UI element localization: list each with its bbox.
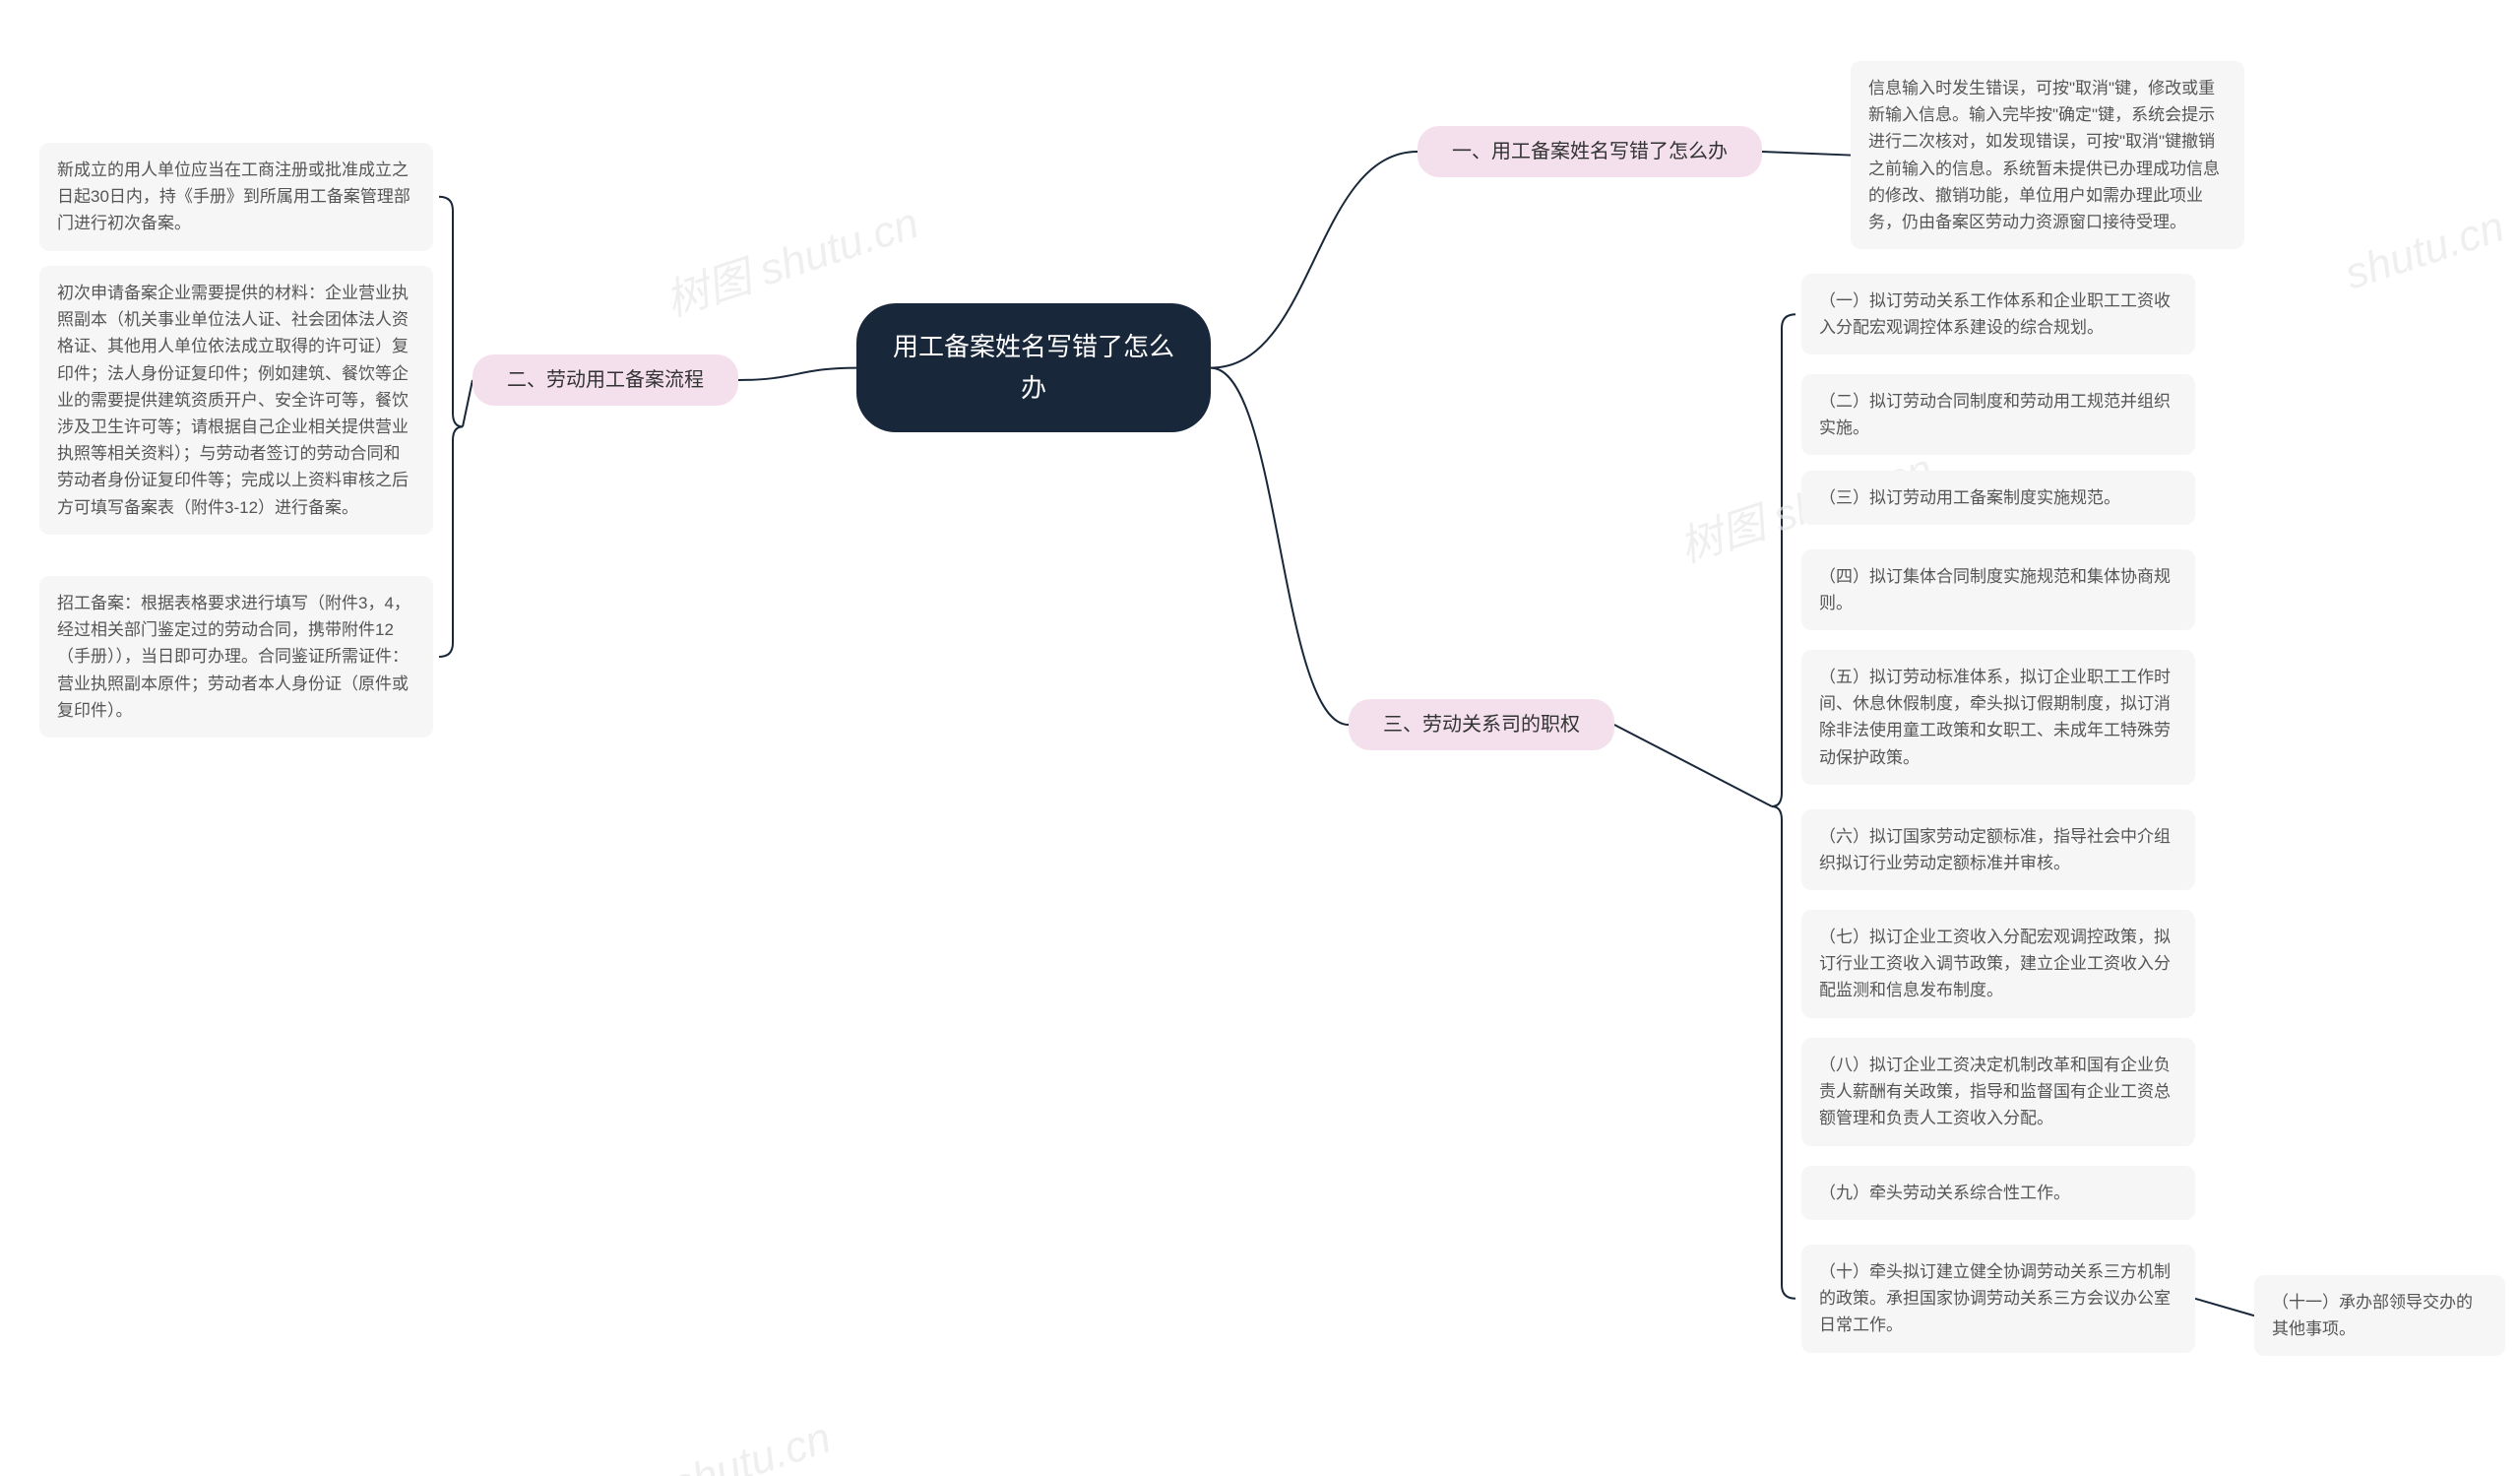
leaf-node-b3-1[interactable]: （二）拟订劳动合同制度和劳动用工规范并组织实施。	[1801, 374, 2195, 455]
leaf-node-b3-0[interactable]: （一）拟订劳动关系工作体系和企业职工工资收入分配宏观调控体系建设的综合规划。	[1801, 274, 2195, 354]
watermark: shutu.cn	[665, 1414, 837, 1476]
branch-node-2[interactable]: 二、劳动用工备案流程	[472, 354, 738, 406]
root-node[interactable]: 用工备案姓名写错了怎么办	[856, 303, 1211, 432]
branch-node-3[interactable]: 三、劳动关系司的职权	[1349, 699, 1614, 750]
leaf-node-b3-9[interactable]: （十）牵头拟订建立健全协调劳动关系三方机制的政策。承担国家协调劳动关系三方会议办…	[1801, 1245, 2195, 1353]
watermark: shutu.cn	[2339, 203, 2510, 300]
leaf-node-b3-6[interactable]: （七）拟订企业工资收入分配宏观调控政策，拟订行业工资收入调节政策，建立企业工资收…	[1801, 910, 2195, 1018]
leaf-node-b3-2[interactable]: （三）拟订劳动用工备案制度实施规范。	[1801, 471, 2195, 525]
leaf-node-b2-2[interactable]: 招工备案：根据表格要求进行填写（附件3，4，经过相关部门鉴定过的劳动合同，携带附…	[39, 576, 433, 738]
leaf-node-b3-5[interactable]: （六）拟订国家劳动定额标准，指导社会中介组织拟订行业劳动定额标准并审核。	[1801, 809, 2195, 890]
leaf-node-b3-4[interactable]: （五）拟订劳动标准体系，拟订企业职工工作时间、休息休假制度，牵头拟订假期制度，拟…	[1801, 650, 2195, 785]
leaf-node-b3-7[interactable]: （八）拟订企业工资决定机制改革和国有企业负责人薪酬有关政策，指导和监督国有企业工…	[1801, 1038, 2195, 1146]
leaf-node-b2-0[interactable]: 新成立的用人单位应当在工商注册或批准成立之日起30日内，持《手册》到所属用工备案…	[39, 143, 433, 251]
branch-node-1[interactable]: 一、用工备案姓名写错了怎么办	[1418, 126, 1762, 177]
leaf-node-b2-1[interactable]: 初次申请备案企业需要提供的材料：企业营业执照副本（机关事业单位法人证、社会团体法…	[39, 266, 433, 535]
leaf-node-b3-8[interactable]: （九）牵头劳动关系综合性工作。	[1801, 1166, 2195, 1220]
leaf-node-b3-3[interactable]: （四）拟订集体合同制度实施规范和集体协商规则。	[1801, 549, 2195, 630]
leaf-node-b3-extra[interactable]: （十一）承办部领导交办的其他事项。	[2254, 1275, 2505, 1356]
leaf-node-b1[interactable]: 信息输入时发生错误，可按"取消"键，修改或重新输入信息。输入完毕按"确定"键，系…	[1851, 61, 2244, 249]
